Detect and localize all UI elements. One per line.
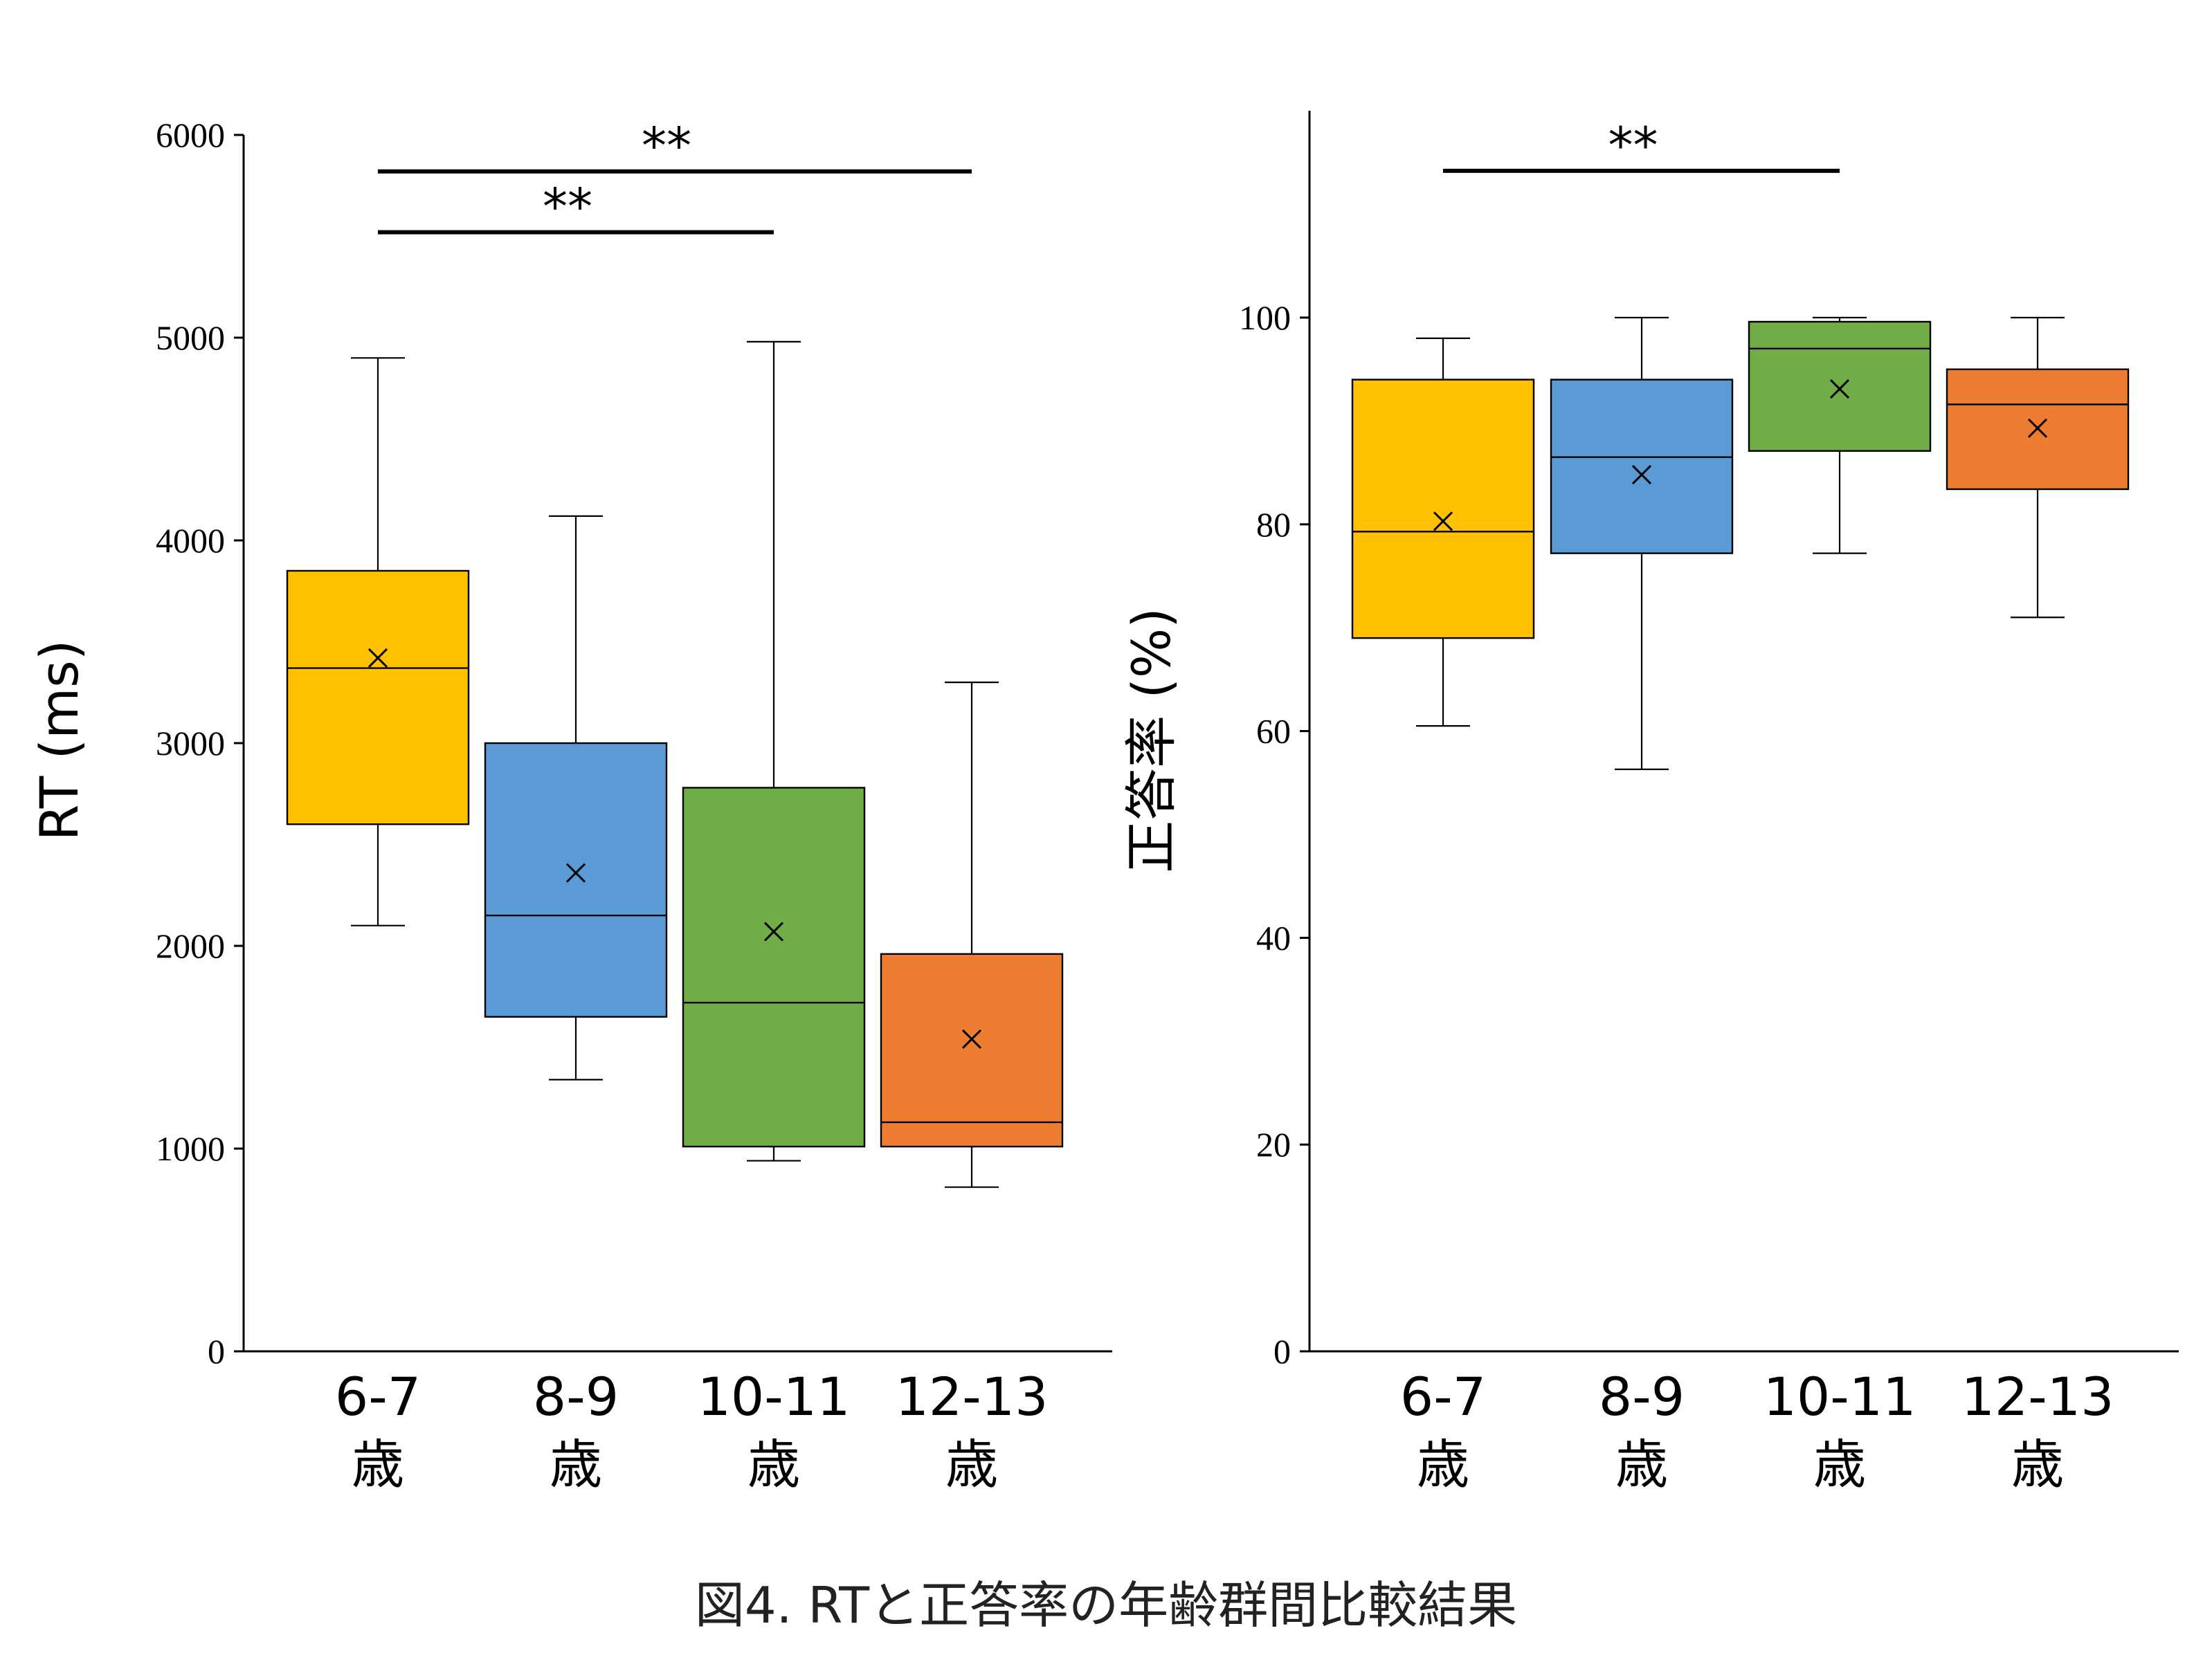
mean-marker (961, 1029, 982, 1049)
iqr-box (1351, 378, 1535, 639)
mean-marker (2027, 418, 2048, 438)
y-axis-label: 正答率 (%) (1121, 608, 1182, 873)
x-tick-label: 8-9 歳 (533, 1366, 619, 1495)
box-plot (682, 340, 866, 1162)
accuracy-panel: 0 20 40 60 80 100 正答率 (%) 6-7 歳 8-9 歳 10-11 歳 12-13 歳 *… (1121, 111, 2179, 1495)
x-tick-label: 12-13 歳 (1961, 1366, 2114, 1495)
box-plot (1946, 316, 2130, 619)
iqr-box (682, 787, 866, 1148)
mean-marker (565, 863, 586, 883)
y-tick-label: 4000 (156, 521, 225, 560)
rt-panel: 0 1000 2000 3000 4000 5000 6000 RT (ms) 6-7 歳 8-9 歳… (28, 116, 1112, 1495)
mean-marker (1829, 379, 1850, 399)
x-tick-label: 6-7 歳 (1400, 1366, 1486, 1495)
x-tick-label: 12-13 歳 (896, 1366, 1049, 1495)
y-tick-label: 0 (1273, 1332, 1291, 1371)
box-plot (880, 681, 1064, 1188)
x-tick-label: 8-9 歳 (1599, 1366, 1685, 1495)
x-tick-label: 10-11 歳 (1764, 1366, 1916, 1495)
iqr-box (286, 569, 470, 825)
y-tick-label: 60 (1256, 712, 1291, 751)
x-tick-label: 6-7 歳 (335, 1366, 421, 1495)
mean-marker (763, 922, 784, 942)
y-tick-label: 100 (1239, 298, 1291, 337)
mean-marker (368, 648, 388, 668)
y-tick-label: 20 (1256, 1125, 1291, 1164)
y-tick-label: 1000 (156, 1129, 225, 1168)
box-plot (1748, 316, 1932, 554)
mean-marker (1631, 465, 1652, 485)
iqr-box (1550, 378, 1734, 554)
y-tick-label: 40 (1256, 918, 1291, 957)
y-tick-label: 3000 (156, 724, 225, 763)
y-tick-label: 80 (1256, 505, 1291, 544)
box-plot (484, 515, 668, 1081)
iqr-box (880, 953, 1064, 1148)
y-tick-label: 2000 (156, 926, 225, 965)
significance-label: ** (1608, 116, 1658, 174)
iqr-box (484, 742, 668, 1018)
y-tick-label: 0 (208, 1332, 225, 1371)
x-tick-label: 10-11 歳 (698, 1366, 851, 1495)
y-axis-label: RT (ms) (28, 640, 90, 841)
box-plot (286, 357, 470, 926)
mean-marker (1433, 511, 1453, 531)
iqr-box (1748, 320, 1932, 452)
box-plot (1351, 337, 1535, 727)
significance-label: ** (543, 178, 592, 236)
box-plot (1550, 316, 1734, 770)
y-tick-label: 6000 (156, 116, 225, 154)
significance-label: ** (642, 117, 691, 175)
y-tick-label: 5000 (156, 318, 225, 357)
figure-caption: 図4. RTと正答率の年齢群間比較結果 (695, 1576, 1517, 1634)
